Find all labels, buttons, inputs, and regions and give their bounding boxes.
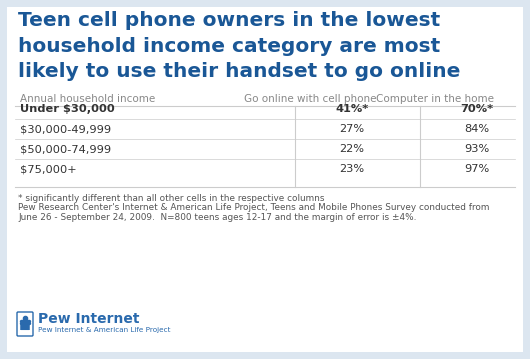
Text: 84%: 84% [464, 124, 490, 134]
Text: Go online with cell phone: Go online with cell phone [244, 94, 376, 104]
Text: 41%*: 41%* [335, 104, 369, 114]
Text: Annual household income: Annual household income [20, 94, 155, 104]
Text: $75,000+: $75,000+ [20, 164, 77, 174]
Text: June 26 - September 24, 2009.  N=800 teens ages 12-17 and the margin of error is: June 26 - September 24, 2009. N=800 teen… [18, 213, 417, 222]
Text: Under $30,000: Under $30,000 [20, 104, 115, 114]
Text: * significantly different than all other cells in the respective columns: * significantly different than all other… [18, 194, 324, 203]
Text: 93%: 93% [464, 144, 490, 154]
Text: Pew Internet: Pew Internet [38, 312, 139, 326]
Text: $50,000-74,999: $50,000-74,999 [20, 144, 111, 154]
Text: household income category are most: household income category are most [18, 37, 440, 56]
FancyBboxPatch shape [17, 312, 33, 336]
Text: Teen cell phone owners in the lowest: Teen cell phone owners in the lowest [18, 11, 440, 30]
Text: 22%: 22% [340, 144, 365, 154]
Text: Pew Research Center's Internet & American Life Project, Teens and Mobile Phones : Pew Research Center's Internet & America… [18, 204, 490, 213]
Text: 27%: 27% [339, 124, 365, 134]
Text: 23%: 23% [339, 164, 365, 174]
Text: likely to use their handset to go online: likely to use their handset to go online [18, 62, 461, 81]
Text: 70%*: 70%* [461, 104, 493, 114]
Text: $30,000-49,999: $30,000-49,999 [20, 124, 111, 134]
Text: Computer in the home: Computer in the home [376, 94, 494, 104]
Text: 97%: 97% [464, 164, 490, 174]
Text: Pew Internet & American Life Project: Pew Internet & American Life Project [38, 327, 171, 333]
